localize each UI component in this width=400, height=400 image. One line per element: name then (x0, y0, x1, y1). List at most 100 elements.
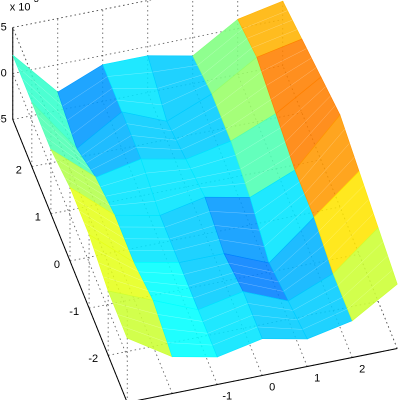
mesh-line (328, 213, 374, 260)
mesh-line (212, 326, 258, 346)
mesh-line (247, 303, 293, 311)
mesh-line (100, 172, 146, 187)
surface (12, 0, 398, 358)
mesh-line (214, 225, 260, 231)
mesh-line (226, 99, 272, 130)
mesh-line (337, 241, 384, 286)
mesh-line (318, 185, 365, 232)
mesh-line (228, 262, 274, 273)
mesh-line (162, 328, 208, 334)
mesh-line (188, 272, 234, 287)
mesh-line (240, 141, 286, 170)
mesh-line (176, 117, 222, 141)
mesh-line (79, 210, 125, 239)
mesh-line (264, 205, 310, 247)
mesh-line (285, 95, 331, 142)
mesh-line (136, 146, 182, 150)
mesh-line (17, 66, 63, 107)
mesh-line (195, 168, 241, 179)
mesh-line (190, 154, 236, 169)
box-edge (282, 65, 398, 349)
mesh-line (93, 248, 139, 273)
mesh-line (84, 222, 130, 251)
mesh-line (143, 281, 189, 287)
mesh-line (74, 198, 120, 228)
z-scale-exponent: -3 (31, 0, 39, 4)
mesh-line (257, 326, 303, 330)
mesh-line (323, 199, 369, 246)
mesh-line (245, 155, 291, 184)
mesh-line (242, 10, 288, 30)
mesh-line (302, 308, 348, 330)
mesh-line (238, 281, 284, 292)
mesh-line (157, 314, 203, 322)
mesh-line (259, 193, 305, 231)
mesh-line (207, 314, 253, 334)
mesh-line (271, 67, 317, 100)
mesh-line (62, 76, 108, 107)
y-tick-label: 1 (35, 212, 41, 224)
mesh-line (193, 281, 239, 299)
x-tick-label: 1 (314, 372, 320, 384)
mesh-line (202, 303, 249, 322)
mesh-line (247, 19, 293, 39)
mesh-line (60, 168, 106, 197)
mesh-line (131, 135, 177, 141)
mesh-line (86, 135, 132, 164)
mesh-line (304, 143, 350, 194)
mesh-line (342, 255, 388, 298)
x-tick-label: -1 (222, 390, 232, 400)
mesh-line (55, 158, 101, 187)
z-tick-label: -5 (0, 113, 7, 125)
mesh-line (233, 272, 279, 283)
mesh-line (126, 123, 172, 131)
mesh-line (254, 181, 300, 214)
mesh-line (145, 168, 191, 174)
mesh-line (71, 99, 118, 135)
mesh-line (65, 177, 111, 206)
mesh-line (181, 129, 227, 150)
mesh-line (36, 113, 82, 156)
mesh-line (292, 285, 339, 311)
mesh-line (148, 290, 194, 299)
mesh-line (266, 57, 312, 86)
mesh-line (202, 38, 248, 76)
mesh-line (112, 302, 158, 315)
grid-line (12, 19, 283, 74)
mesh-line (297, 296, 343, 321)
mesh-line (164, 211, 210, 228)
mesh-line (278, 245, 324, 283)
mesh-line (209, 211, 255, 215)
z-scale-base: x 10 (10, 1, 31, 13)
mesh-line (235, 127, 281, 156)
mesh-line (91, 147, 137, 171)
mesh-line (169, 225, 215, 240)
mesh-line (252, 314, 298, 321)
mesh-line (347, 269, 393, 310)
mesh-line (261, 48, 307, 72)
z-tick-label: 0 (1, 67, 7, 79)
mesh-line (152, 65, 198, 73)
mesh-line (299, 128, 345, 182)
mesh-line (174, 239, 220, 252)
mesh-line (273, 231, 320, 273)
mesh-line (107, 71, 153, 77)
mesh-line (155, 187, 201, 202)
y-axis (12, 119, 127, 400)
mesh-line (290, 105, 336, 157)
mesh-line (122, 326, 168, 343)
mesh-line (206, 47, 253, 85)
grid-line (12, 73, 128, 357)
mesh-line (251, 29, 298, 48)
mesh-line (219, 239, 265, 247)
y-tick-label: 2 (16, 165, 22, 177)
x-tick-label: 0 (269, 381, 275, 393)
mesh-line (46, 137, 92, 171)
mesh-line (150, 177, 196, 188)
mesh-line (200, 183, 246, 188)
y-tick-label: -2 (88, 353, 98, 365)
mesh-line (81, 123, 127, 156)
mesh-line (157, 74, 203, 89)
